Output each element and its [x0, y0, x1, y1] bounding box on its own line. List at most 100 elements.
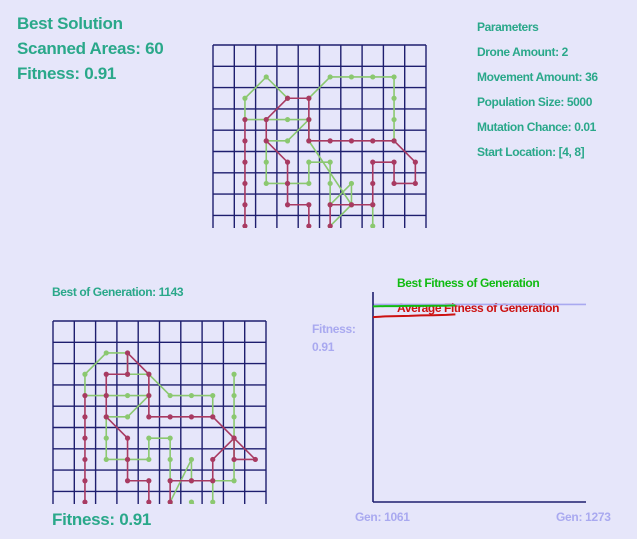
drone-1-waypoint [188, 392, 195, 399]
drone-1-waypoint [263, 74, 269, 80]
drone-1-waypoint [167, 435, 173, 441]
drone-2-waypoint [82, 414, 88, 420]
drone-2-waypoint [167, 478, 173, 484]
drone-2-waypoint [210, 414, 216, 420]
best-solution-grid [212, 44, 427, 228]
drone-2-waypoint [412, 180, 418, 187]
drone-1-waypoint [306, 180, 312, 187]
drone-1-waypoint [306, 159, 312, 165]
drone-1-waypoint [167, 456, 173, 463]
parameter-mutation-chance: Mutation Chance: 0.01 [477, 120, 596, 134]
drone-2-waypoint [210, 456, 216, 463]
drone-1-waypoint [82, 371, 88, 377]
drone-1-waypoint [188, 456, 195, 463]
drone-2-waypoint [124, 478, 131, 484]
drone-1-waypoint [103, 435, 109, 441]
drone-2-waypoint [370, 138, 376, 144]
drone-2-waypoint [284, 159, 291, 165]
drone-2-waypoint [82, 392, 88, 399]
fitness-chart [372, 292, 586, 503]
drone-1-waypoint [348, 180, 355, 187]
x-tick-label-end: Gen: 1273 [556, 510, 611, 524]
drone-2-waypoint [103, 392, 109, 399]
drone-2-waypoint [242, 116, 248, 123]
parameter-start-location: Start Location: [4, 8] [477, 145, 585, 159]
drone-1-waypoint [103, 456, 109, 463]
generation-title: Best of Generation: 1143 [52, 285, 184, 299]
drone-2-waypoint [242, 202, 248, 208]
drone-2-waypoint [103, 371, 109, 377]
drone-1-waypoint [370, 223, 376, 228]
drone-1-waypoint [146, 456, 152, 463]
drone-2-waypoint [327, 138, 333, 144]
drone-2-waypoint [124, 350, 131, 356]
drone-2-waypoint [348, 202, 355, 208]
parameter-drone-amount: Drone Amount: 2 [477, 45, 568, 59]
drone-2-path [84, 351, 258, 504]
drone-2-waypoint [306, 138, 312, 144]
drone-2-path [244, 97, 417, 228]
drone-1-waypoint [231, 371, 237, 377]
drone-2-waypoint [231, 456, 237, 463]
drone-2-waypoint [242, 223, 248, 228]
drone-1-waypoint [146, 435, 152, 441]
average-fitness-series [372, 313, 456, 319]
drone-1-waypoint [188, 499, 195, 504]
drone-1-waypoint [124, 392, 131, 399]
parameter-movement-amount: Movement Amount: 36 [477, 70, 598, 84]
drone-1-waypoint [327, 180, 333, 187]
drone-2-waypoint [167, 499, 173, 504]
drone-2-waypoint [146, 414, 152, 420]
drone-2-waypoint [391, 180, 397, 187]
scanned-areas-label: Scanned Areas: 60 [17, 39, 164, 58]
drone-2-waypoint [306, 223, 312, 228]
drone-1-waypoint [327, 74, 333, 80]
drone-2-waypoint [391, 159, 397, 165]
drone-2-waypoint [146, 478, 152, 484]
drone-1-waypoint [263, 180, 269, 187]
drone-1-waypoint [284, 116, 291, 123]
drone-1-waypoint [391, 95, 397, 101]
drone-1-waypoint [231, 478, 237, 484]
drone-2-waypoint [370, 180, 376, 187]
drone-1-waypoint [370, 74, 376, 80]
drone-2-waypoint [188, 414, 195, 420]
drone-2-waypoint [242, 159, 248, 165]
drone-2-waypoint [242, 138, 248, 144]
generation-fitness-label: Fitness: 0.91 [52, 510, 152, 529]
drone-2-waypoint [327, 223, 333, 228]
drone-2-waypoint [242, 180, 248, 187]
drone-2-waypoint [263, 116, 269, 123]
y-axis-label-line-1: Fitness: [312, 322, 356, 336]
drone-2-waypoint [284, 180, 291, 187]
drone-2-waypoint [252, 456, 258, 463]
drone-1-waypoint [124, 414, 131, 420]
generation-grid [52, 320, 267, 504]
drone-1-waypoint [231, 414, 237, 420]
drone-1-waypoint [210, 392, 216, 399]
drone-1-waypoint [327, 159, 333, 165]
parameter-population-size: Population Size: 5000 [477, 95, 592, 109]
drone-2-waypoint [124, 456, 131, 463]
x-tick-label-start: Gen: 1061 [355, 510, 410, 524]
drone-1-waypoint [242, 95, 248, 101]
drone-2-waypoint [82, 435, 88, 441]
drone-2-waypoint [263, 138, 269, 144]
drone-2-waypoint [167, 414, 173, 420]
drone-1-waypoint [263, 159, 269, 165]
drone-2-waypoint [391, 138, 397, 144]
best-solution-title: Best Solution [17, 14, 123, 33]
drone-2-waypoint [306, 116, 312, 123]
drone-2-waypoint [124, 371, 131, 377]
drone-2-waypoint [146, 371, 152, 377]
drone-2-waypoint [370, 202, 376, 208]
drone-2-waypoint [146, 392, 152, 399]
drone-1-waypoint [167, 392, 173, 399]
drone-2-waypoint [82, 499, 88, 504]
drone-1-path [244, 75, 395, 228]
drone-2-waypoint [82, 478, 88, 484]
drone-2-waypoint [146, 499, 152, 504]
y-axis-label-line-2: 0.91 [312, 340, 335, 354]
drone-2-waypoint [82, 456, 88, 463]
drone-2-waypoint [412, 159, 418, 165]
